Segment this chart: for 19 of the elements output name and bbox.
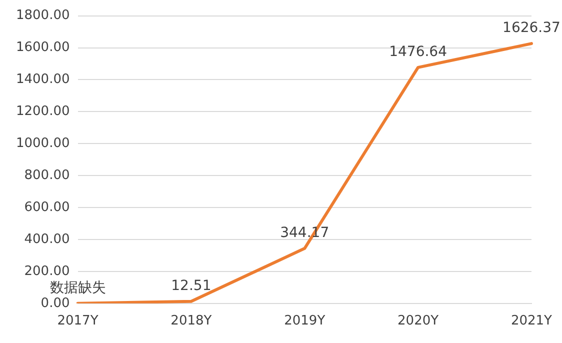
x-tick-label: 2018Y [170,314,212,329]
y-tick-label: 1200.00 [16,104,70,120]
y-tick-label: 1600.00 [16,40,70,56]
y-tick-label: 1000.00 [16,136,70,151]
data-label: 数据缺失 [50,280,106,296]
x-tick-label: 2017Y [57,314,98,329]
y-tick-label: 1400.00 [16,72,70,88]
x-tick-label: 2021Y [510,314,552,329]
y-tick-label: 0.00 [40,296,70,311]
y-tick-label: 600.00 [24,200,70,215]
data-label: 1626.37 [502,20,560,36]
x-tick-label: 2019Y [284,314,326,329]
x-tick-label: 2020Y [398,314,439,329]
y-tick-label: 400.00 [24,232,70,247]
data-label: 1476.64 [389,44,448,60]
y-tick-label: 1800.00 [16,8,70,24]
y-tick-label: 200.00 [24,264,70,279]
data-label: 12.51 [171,278,212,294]
y-tick-label: 800.00 [24,168,70,183]
